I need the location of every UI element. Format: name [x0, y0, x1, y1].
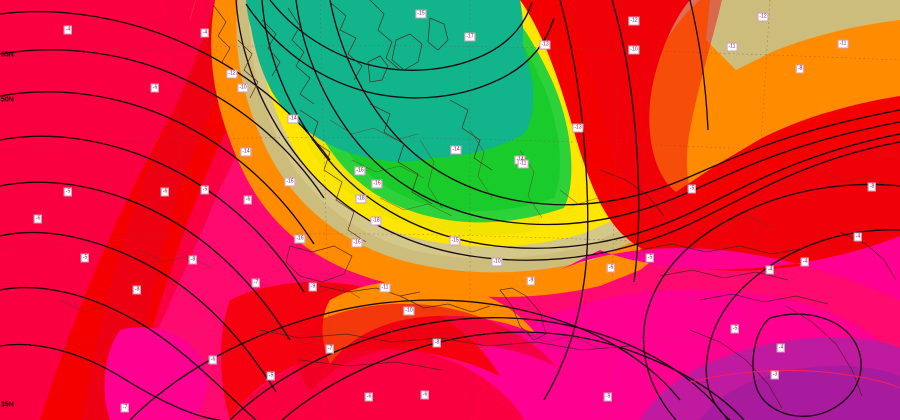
fill-band-khaki-right-top: [706, 0, 900, 70]
contour-label: -6: [208, 355, 218, 365]
contour-label: -10: [491, 257, 503, 267]
contour-label: -15: [449, 236, 461, 246]
contour-label: -16: [351, 238, 363, 248]
contour-label: -6: [420, 390, 430, 400]
isoline-red-special: [689, 369, 900, 389]
contour-label: -11: [517, 159, 529, 169]
contour-label: -7: [251, 278, 261, 288]
fill-band-red-right: [520, 0, 900, 271]
contour-label: -5: [63, 187, 73, 197]
contour-label: -6: [606, 263, 616, 273]
fill-lobe-magenta-bottom: [104, 327, 208, 420]
contour-label: -11: [837, 39, 849, 49]
fill-band-red-deep-left: [0, 0, 268, 420]
contour-label: -18: [370, 216, 382, 226]
contour-label: -4: [63, 25, 73, 35]
contour-label: -11: [379, 283, 391, 293]
contour-label: -5: [80, 253, 90, 263]
contour-label: -13: [572, 123, 584, 133]
contour-label: -8: [795, 64, 805, 74]
contour-label: -18: [355, 194, 367, 204]
contour-label: -9: [603, 392, 613, 402]
contour-label: -4: [800, 257, 810, 267]
fill-tongue-red-lower: [295, 303, 556, 392]
contour-label: -15: [415, 9, 427, 19]
latitude-label: 55N: [1, 51, 14, 59]
contour-label: -4: [765, 265, 775, 275]
contour-label: -5: [730, 324, 740, 334]
fill-band-red-right2: [560, 0, 900, 263]
contour-label: -6: [33, 214, 43, 224]
contour-label: -8: [132, 285, 142, 295]
contour-label: -7: [120, 403, 130, 413]
contour-label: -5: [266, 371, 276, 381]
contour-label: -4: [853, 232, 863, 242]
contour-label: -8: [432, 338, 442, 348]
latitude-label: 35N: [1, 401, 14, 409]
contour-label: -8: [188, 255, 198, 265]
contour-label: -16: [354, 166, 366, 176]
contour-label: -16: [371, 179, 383, 189]
contour-label: -12: [628, 16, 640, 26]
contour-label: -16: [294, 234, 306, 244]
coastline-layer: [213, 0, 897, 409]
latitude-label: 50N: [1, 96, 14, 104]
contour-label: -6: [243, 195, 253, 205]
contour-label: -12: [226, 69, 238, 79]
contour-label: -4: [776, 343, 786, 353]
contour-label: -8: [867, 182, 877, 192]
contour-label: -10: [628, 45, 640, 55]
contour-label: -14: [450, 145, 462, 155]
contour-label: -14: [240, 147, 252, 157]
contour-label: -5: [200, 185, 210, 195]
contour-label: -12: [757, 12, 769, 22]
fill-band-purple-deep: [700, 365, 900, 420]
contour-label: -7: [325, 344, 335, 354]
contour-label: -14: [287, 114, 299, 124]
contour-label: -9: [526, 276, 536, 286]
contour-label: -10: [237, 83, 249, 93]
contour-label: -13: [539, 40, 551, 50]
fill-tongue-orange-lower: [322, 280, 536, 364]
contour-label: -6: [160, 187, 170, 197]
contour-label: -10: [403, 306, 415, 316]
contour-label: -6: [150, 83, 160, 93]
contour-label: -16: [284, 177, 296, 187]
contour-label: -17: [464, 32, 476, 42]
fill-lobe-red-bottomleft: [0, 157, 98, 342]
contour-label: -3: [770, 370, 780, 380]
contour-label: -5: [645, 253, 655, 263]
contour-label: -4: [200, 28, 210, 38]
fill-band-orange-right-top: [626, 0, 900, 214]
fill-band-orange-arc: [189, 0, 196, 22]
fill-band-magenta-mid: [560, 236, 900, 300]
contour-label: -9: [308, 282, 318, 292]
contour-label: -5: [687, 184, 697, 194]
contour-label: -6: [364, 392, 374, 402]
contour-label: -11: [726, 42, 738, 52]
